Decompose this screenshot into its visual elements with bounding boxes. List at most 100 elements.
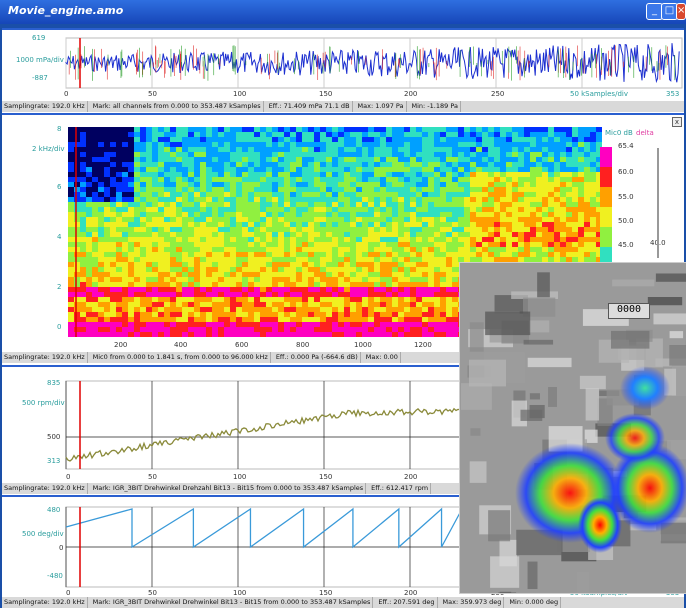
spectrogram-cell (224, 147, 230, 152)
spectrogram-cell (86, 247, 92, 252)
spectrogram-cell (278, 162, 284, 167)
spectrogram-cell (470, 212, 476, 217)
spectrogram-cell (92, 232, 98, 237)
level-slider[interactable] (657, 148, 659, 258)
spectrogram-cell (536, 252, 542, 257)
spectrogram-cell (350, 257, 356, 262)
spectrogram-cell (494, 242, 500, 247)
spectrogram-cell (380, 267, 386, 272)
spectrogram-cell (278, 297, 284, 302)
spectrogram-cell (128, 317, 134, 322)
spectrogram-cell (278, 327, 284, 332)
spectrogram-cell (314, 222, 320, 227)
spectrogram-cell (326, 192, 332, 197)
spectrogram-cell (422, 132, 428, 137)
spectrogram-cell (86, 307, 92, 312)
spectrogram-cell (188, 192, 194, 197)
spectrogram-cell (548, 212, 554, 217)
spectrogram-cell (320, 272, 326, 277)
spectrogram-cell (206, 302, 212, 307)
close-icon[interactable]: x (672, 117, 682, 127)
waveform-plot[interactable] (2, 30, 684, 114)
spectrogram-cell (104, 317, 110, 322)
spectrogram-cell (314, 207, 320, 212)
spectrogram-cell (212, 322, 218, 327)
spectrogram-cell (350, 307, 356, 312)
spectrogram-cell (308, 277, 314, 282)
spectrogram-cell (254, 182, 260, 187)
waveform-line (65, 43, 680, 84)
spectrogram-cell (266, 302, 272, 307)
spectrogram-cell (284, 332, 290, 337)
spectrogram-cell (584, 232, 590, 237)
spectrogram-cell (476, 207, 482, 212)
spectrogram-cell (302, 242, 308, 247)
spectrogram-cell (110, 302, 116, 307)
spectrogram-cell (290, 147, 296, 152)
spectrogram-cell (272, 142, 278, 147)
spectrogram-cell (530, 127, 536, 132)
spectrogram-cell (548, 237, 554, 242)
spectrogram-cell (128, 292, 134, 297)
spectrogram-cell (458, 182, 464, 187)
spectrogram-cell (170, 297, 176, 302)
spectrogram-cell (428, 287, 434, 292)
spectrogram-cell (530, 232, 536, 237)
spectrogram-cell (176, 197, 182, 202)
spectrogram-cell (518, 232, 524, 237)
photo-detail (520, 409, 543, 421)
spectrogram-cell (104, 292, 110, 297)
spectrogram-cell (332, 202, 338, 207)
spectrogram-cell (272, 237, 278, 242)
spectrogram-cell (146, 142, 152, 147)
spectrogram-cell (548, 227, 554, 232)
spectrogram-cell (362, 167, 368, 172)
close-button[interactable]: × (676, 3, 686, 20)
spectrogram-cell (242, 232, 248, 237)
spectrogram-cell (140, 147, 146, 152)
spectrogram-cell (584, 152, 590, 157)
spectrogram-cell (248, 232, 254, 237)
spectrogram-cell (260, 257, 266, 262)
spectrogram-cell (92, 167, 98, 172)
spectrogram-cell (584, 157, 590, 162)
spectrogram-cell (314, 307, 320, 312)
spectrogram-cell (314, 232, 320, 237)
spectrogram-cell (398, 162, 404, 167)
spectrogram-cell (182, 152, 188, 157)
spectrogram-cell (158, 322, 164, 327)
spectrogram-cell (464, 132, 470, 137)
spectrogram-cell (128, 132, 134, 137)
spectrogram-cell (422, 207, 428, 212)
spectrogram-cell (320, 162, 326, 167)
spectrogram-cell (512, 182, 518, 187)
spectrogram-cell (416, 322, 422, 327)
spectrogram-cell (362, 257, 368, 262)
spectrogram-cell (272, 197, 278, 202)
spectrogram-cell (572, 202, 578, 207)
spectrogram-cell (194, 137, 200, 142)
spectrogram-cell (542, 222, 548, 227)
spectrogram-cell (254, 202, 260, 207)
spectrogram-cell (260, 197, 266, 202)
spectrogram-cell (170, 227, 176, 232)
spectrogram-cell (530, 172, 536, 177)
spectrogram-cell (248, 167, 254, 172)
spectrogram-cell (320, 177, 326, 182)
spectrogram-cell (458, 192, 464, 197)
spectrogram-cell (338, 222, 344, 227)
spectrogram-cell (356, 267, 362, 272)
spectrogram-cell (194, 187, 200, 192)
spectrogram-cell (188, 327, 194, 332)
spectrogram-cell (332, 132, 338, 137)
spectrogram-cell (194, 217, 200, 222)
spectrogram-cell (116, 317, 122, 322)
waveform-panel[interactable]: 619 1000 mPa/div -887 0 50 100 150 200 2… (2, 28, 684, 114)
acoustic-camera-image[interactable]: 0000 (459, 262, 686, 594)
spectrogram-cell (404, 312, 410, 317)
spectrogram-cell (380, 297, 386, 302)
spectrogram-cell (290, 157, 296, 162)
spectrogram-cell (464, 232, 470, 237)
spectrogram-cell (548, 157, 554, 162)
spectrogram-cell (440, 202, 446, 207)
